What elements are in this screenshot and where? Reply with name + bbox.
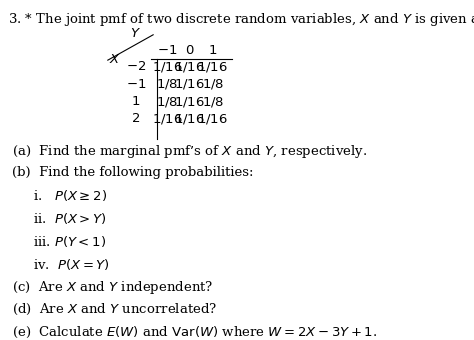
Text: iv.  $P(X = Y)$: iv. $P(X = Y)$ [33,256,110,272]
Text: $X$: $X$ [109,53,121,67]
Text: $1/8$: $1/8$ [201,95,223,108]
Text: (c)  Are $X$ and $Y$ independent?: (c) Are $X$ and $Y$ independent? [12,279,213,296]
Text: $-1$: $-1$ [126,78,146,91]
Text: i.   $P(X \geq 2)$: i. $P(X \geq 2)$ [33,188,107,203]
Text: $1/8$: $1/8$ [156,77,178,91]
Text: $1/16$: $1/16$ [174,95,205,108]
Text: $1/8$: $1/8$ [201,77,223,91]
Text: (e)  Calculate $E(W)$ and $\mathrm{Var}(W)$ where $W = 2X - 3Y + 1$.: (e) Calculate $E(W)$ and $\mathrm{Var}(W… [12,325,377,340]
Text: $1/16$: $1/16$ [197,60,228,74]
Text: $0$: $0$ [185,44,194,57]
Text: $Y$: $Y$ [130,27,141,40]
Text: $1$: $1$ [131,95,140,108]
Text: (b)  Find the following probabilities:: (b) Find the following probabilities: [12,166,254,179]
Text: $-2$: $-2$ [126,60,146,73]
Text: (a)  Find the marginal pmf’s of $X$ and $Y$, respectively.: (a) Find the marginal pmf’s of $X$ and $… [12,143,367,160]
Text: $-1$: $-1$ [157,44,177,57]
Text: $1/16$: $1/16$ [152,112,182,126]
Text: $1/16$: $1/16$ [152,60,182,74]
Text: $1/16$: $1/16$ [174,112,205,126]
Text: $1$: $1$ [208,44,217,57]
Text: $1/16$: $1/16$ [197,112,228,126]
Text: $2$: $2$ [131,113,140,125]
Text: 3. * The joint pmf of two discrete random variables, $X$ and $Y$ is given as:: 3. * The joint pmf of two discrete rando… [9,11,474,28]
Text: iii. $P(Y < 1)$: iii. $P(Y < 1)$ [33,234,106,249]
Text: ii.  $P(X > Y)$: ii. $P(X > Y)$ [33,211,107,226]
Text: $1/16$: $1/16$ [174,77,205,91]
Text: $1/8$: $1/8$ [156,95,178,108]
Text: (d)  Are $X$ and $Y$ uncorrelated?: (d) Are $X$ and $Y$ uncorrelated? [12,302,217,317]
Text: $1/16$: $1/16$ [174,60,205,74]
